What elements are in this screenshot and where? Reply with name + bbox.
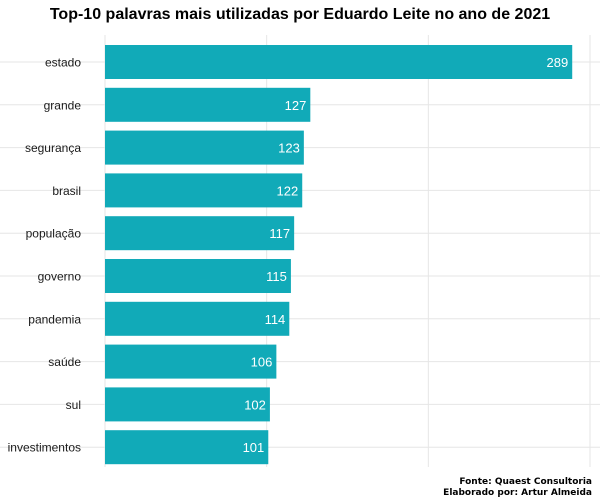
source-note: Fonte: Quaest Consultoria [459,477,592,487]
bars [105,45,573,465]
bar [105,301,290,336]
bar [105,130,304,165]
category-label: segurança [25,141,81,155]
chart-title: Top-10 palavras mais utilizadas por Edua… [49,6,551,23]
bar [105,87,311,122]
bar [105,387,270,422]
value-label: 117 [269,226,290,241]
category-label: estado [45,56,81,70]
bar [105,45,573,79]
category-label: população [26,227,82,241]
caption: Fonte: Quaest Consultoria Elaborado por:… [443,477,592,499]
category-label: brasil [52,184,81,198]
bar [105,173,303,208]
value-label: 115 [266,269,287,284]
bar [105,259,291,293]
author-note: Elaborado por: Artur Almeida [443,488,592,498]
value-label: 101 [243,440,265,455]
bar [105,216,295,251]
value-label: 122 [277,183,299,198]
grid-lines [0,35,600,467]
value-label: 102 [244,397,266,412]
value-label: 127 [285,98,307,113]
value-labels: 289 127 123 122 117 115 114 106 102 101 [243,55,569,455]
category-label: grande [44,98,82,112]
value-label: 289 [547,55,569,70]
category-label: saúde [48,355,81,369]
category-label: sul [66,398,81,412]
bar [105,430,269,465]
value-label: 106 [251,355,273,370]
category-label: pandemia [28,312,81,326]
value-label: 123 [278,141,300,156]
category-label: governo [38,270,82,284]
value-label: 114 [265,312,286,327]
bar [105,344,277,379]
category-labels: estado grande segurança brasil população gove… [8,56,82,455]
category-label: investimentos [8,441,81,455]
